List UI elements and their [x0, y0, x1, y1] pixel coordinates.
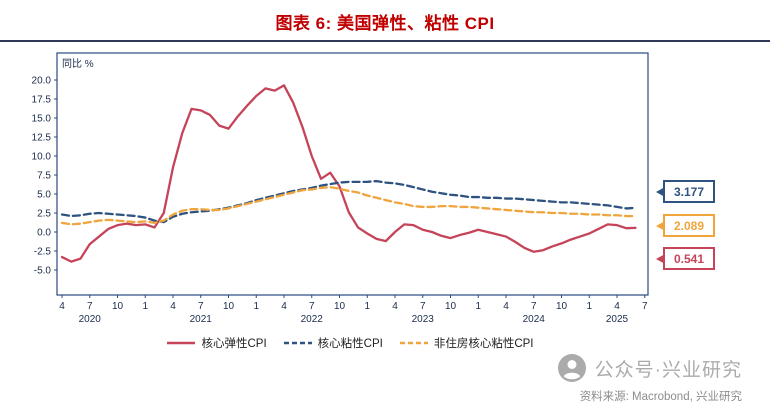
svg-text:2021: 2021 — [190, 314, 213, 325]
svg-text:4: 4 — [59, 301, 65, 312]
svg-text:2024: 2024 — [523, 314, 546, 325]
svg-text:17.5: 17.5 — [32, 95, 52, 106]
svg-text:10.0: 10.0 — [32, 152, 52, 163]
end-value-text: 0.541 — [673, 251, 705, 266]
svg-text:2023: 2023 — [412, 314, 435, 325]
end-value-text: 2.089 — [673, 218, 705, 233]
svg-text:10: 10 — [556, 301, 568, 312]
legend-line-swatch-dashed — [399, 341, 428, 345]
wechat-account-logo-icon — [557, 354, 586, 382]
legend-item-nonhousing-sticky-cpi: 非住房核心粘性CPI — [399, 335, 534, 351]
svg-text:2022: 2022 — [301, 314, 324, 325]
cpi-line-chart: 20.0 17.5 15.0 12.5 10.0 7.5 5.0 2.5 0.0 -2.5 -5.0… — [32, 52, 649, 325]
svg-text:-5.0: -5.0 — [34, 266, 52, 277]
svg-text:7: 7 — [531, 301, 537, 312]
svg-text:1: 1 — [586, 301, 592, 312]
svg-text:1: 1 — [253, 301, 259, 312]
svg-text:20.0: 20.0 — [32, 76, 52, 87]
watermark-text: 公众号·兴业研究 — [594, 359, 742, 381]
svg-text:1: 1 — [142, 301, 148, 312]
svg-text:7: 7 — [87, 301, 93, 312]
svg-text:4: 4 — [170, 301, 176, 312]
callout-pointer-icon — [656, 253, 665, 264]
svg-text:7: 7 — [420, 301, 426, 312]
end-value-core-flexible-cpi: 0.541 — [656, 247, 715, 270]
svg-text:10: 10 — [223, 301, 235, 312]
svg-text:1: 1 — [475, 301, 481, 312]
svg-text:2.5: 2.5 — [37, 209, 51, 220]
source-note: 资料来源: Macrobond, 兴业研究 — [579, 391, 742, 403]
svg-text:10: 10 — [445, 301, 457, 312]
svg-text:10: 10 — [112, 301, 124, 312]
chart-title: 图表 6: 美国弹性、粘性 CPI — [275, 14, 495, 33]
svg-text:-2.5: -2.5 — [34, 247, 52, 258]
svg-text:10: 10 — [334, 301, 346, 312]
svg-text:15.0: 15.0 — [32, 114, 52, 125]
svg-text:同比 %: 同比 % — [62, 58, 94, 70]
svg-text:0.0: 0.0 — [37, 228, 51, 239]
svg-text:7.5: 7.5 — [37, 171, 51, 182]
title-divider — [0, 40, 770, 42]
legend-item-core-sticky-cpi: 核心粘性CPI — [283, 335, 383, 351]
svg-text:7: 7 — [198, 301, 204, 312]
legend-line-swatch-dashed — [283, 341, 312, 345]
callout-pointer-icon — [656, 186, 665, 197]
callout-pointer-icon — [656, 220, 665, 231]
svg-text:4: 4 — [503, 301, 509, 312]
svg-text:4: 4 — [281, 301, 287, 312]
svg-text:7: 7 — [309, 301, 315, 312]
legend: 核心弹性CPI 核心粘性CPI 非住房核心粘性CPI — [0, 335, 700, 351]
legend-line-swatch-solid — [167, 341, 196, 345]
end-value-text: 3.177 — [673, 184, 705, 199]
legend-label: 核心弹性CPI — [201, 338, 267, 350]
svg-text:2020: 2020 — [79, 314, 102, 325]
svg-text:1: 1 — [364, 301, 370, 312]
svg-text:7: 7 — [642, 301, 648, 312]
legend-label: 非住房核心粘性CPI — [433, 338, 534, 350]
end-value-nonhousing-sticky-cpi: 2.089 — [656, 214, 715, 237]
svg-text:4: 4 — [614, 301, 620, 312]
svg-text:5.0: 5.0 — [37, 190, 51, 201]
watermark: 公众号·兴业研究 — [557, 353, 742, 383]
legend-label: 核心粘性CPI — [317, 338, 383, 350]
legend-item-core-flexible-cpi: 核心弹性CPI — [166, 335, 267, 351]
end-value-core-sticky-cpi: 3.177 — [656, 180, 715, 203]
svg-text:4: 4 — [392, 301, 398, 312]
svg-text:2025: 2025 — [606, 314, 629, 325]
svg-text:12.5: 12.5 — [32, 133, 52, 144]
